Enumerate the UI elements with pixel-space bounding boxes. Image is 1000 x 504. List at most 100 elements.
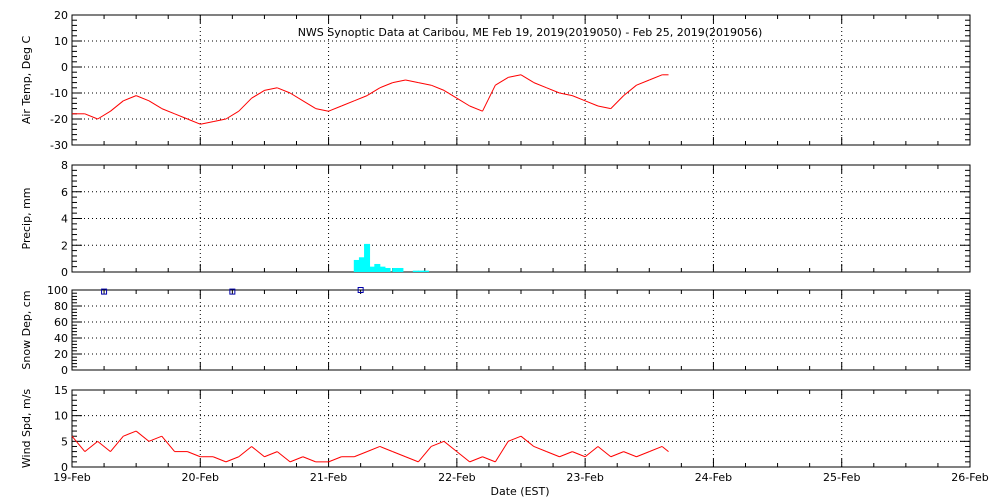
y-tick-label: 20 <box>54 348 68 361</box>
series-segment <box>302 456 316 463</box>
series-segment <box>212 456 227 463</box>
series-segment <box>623 84 637 96</box>
series-segment <box>636 451 650 458</box>
series-segment <box>277 87 291 94</box>
series-segment <box>469 456 483 463</box>
series-segment <box>161 435 176 452</box>
series-segment <box>289 92 304 102</box>
series-segment <box>508 74 522 78</box>
panel-3: 100 80 60 40 20 0 Snow Dep, cm <box>20 284 971 377</box>
y-tick-label: 2 <box>61 239 68 252</box>
x-axis-label: Date (EST) <box>490 485 549 498</box>
precip-bar <box>353 259 360 272</box>
series-segment <box>379 446 393 453</box>
series-segment <box>597 446 612 458</box>
x-tick-label: 23-Feb <box>566 471 603 484</box>
series-segment <box>200 121 214 125</box>
y-tick-label: 0 <box>61 461 68 474</box>
series-segment <box>174 113 188 120</box>
series-segment <box>443 89 458 99</box>
series-segment <box>610 451 624 458</box>
series-segment <box>584 100 599 107</box>
series-segment <box>559 92 573 97</box>
plot-frame <box>71 289 971 371</box>
series-segment <box>649 74 663 81</box>
panel-4: 15 10 5 0 Wind Spd, m/s <box>20 384 971 474</box>
series-segment <box>187 118 201 125</box>
series-segment <box>597 105 611 110</box>
precip-bar <box>374 263 381 272</box>
precip-bar <box>392 267 399 272</box>
y-axis-label: Snow Dep, cm <box>20 290 33 369</box>
y-tick-label: -20 <box>50 113 68 126</box>
y-tick-label: 10 <box>54 35 68 48</box>
y-tick-label: -10 <box>50 87 68 100</box>
series-segment <box>405 456 419 463</box>
series-segment <box>636 79 650 86</box>
precip-bar <box>369 266 376 272</box>
y-tick-label: 4 <box>61 213 68 226</box>
series-segment <box>520 74 535 84</box>
y-tick-label: 40 <box>54 332 68 345</box>
panel-1: 20 10 0 -10 -20 -30 Air Temp, Deg C <box>20 9 971 152</box>
series-segment <box>71 435 86 452</box>
precip-bar <box>417 270 424 272</box>
series-segment <box>302 100 317 110</box>
series-segment <box>110 100 124 112</box>
series-segment <box>366 446 381 453</box>
y-tick-label: 100 <box>47 284 68 297</box>
precip-bar <box>364 243 371 272</box>
series-segment <box>225 110 240 120</box>
y-tick-label: 15 <box>54 384 68 397</box>
series-segment <box>84 440 98 452</box>
series-segment <box>494 441 509 463</box>
precip-bar <box>423 270 430 272</box>
series-segment <box>238 97 252 112</box>
series-segment <box>264 451 278 458</box>
precip-bar <box>358 257 365 272</box>
series-segment <box>84 113 98 120</box>
x-tick-label: 21-Feb <box>310 471 347 484</box>
y-tick-label: 60 <box>54 316 68 329</box>
series-segment <box>123 430 137 437</box>
series-segment <box>405 79 419 84</box>
series-segment <box>495 76 509 86</box>
y-tick-label: 0 <box>61 266 68 279</box>
series-segment <box>328 456 342 463</box>
series-segment <box>559 451 573 458</box>
x-tick-label: 19-Feb <box>53 471 90 484</box>
x-tick-label: 26-Feb <box>951 471 988 484</box>
series-segment <box>238 446 252 458</box>
series-segment <box>328 105 342 112</box>
series-segment <box>649 446 663 453</box>
y-tick-label: 8 <box>61 159 68 172</box>
series-segment <box>148 435 162 442</box>
series-segment <box>392 451 406 458</box>
series-segment <box>610 95 624 109</box>
series-segment <box>251 446 265 458</box>
series-segment <box>110 435 124 452</box>
y-tick-label: 0 <box>61 61 68 74</box>
series-segment <box>135 95 150 102</box>
x-tick-label: 22-Feb <box>438 471 475 484</box>
panel-2: 8 6 4 2 0 Precip, mm <box>20 159 971 279</box>
series-segment <box>187 451 201 458</box>
precip-bar <box>397 267 404 272</box>
y-tick-label: 10 <box>54 410 68 423</box>
series-segment <box>97 110 111 120</box>
x-tick-label: 25-Feb <box>823 471 860 484</box>
precip-bar <box>379 266 386 272</box>
series-segment <box>289 456 304 463</box>
plot-frame <box>71 389 971 468</box>
series-segment <box>546 451 560 458</box>
y-tick-label: -30 <box>50 139 68 152</box>
precip-bar <box>384 267 391 272</box>
chart-title: NWS Synoptic Data at Caribou, ME Feb 19,… <box>298 26 763 39</box>
series-segment <box>456 451 470 463</box>
series-segment <box>431 84 445 91</box>
series-segment <box>341 100 355 107</box>
series-segment <box>482 456 496 463</box>
series-segment <box>469 105 483 112</box>
series-segment <box>123 95 137 102</box>
